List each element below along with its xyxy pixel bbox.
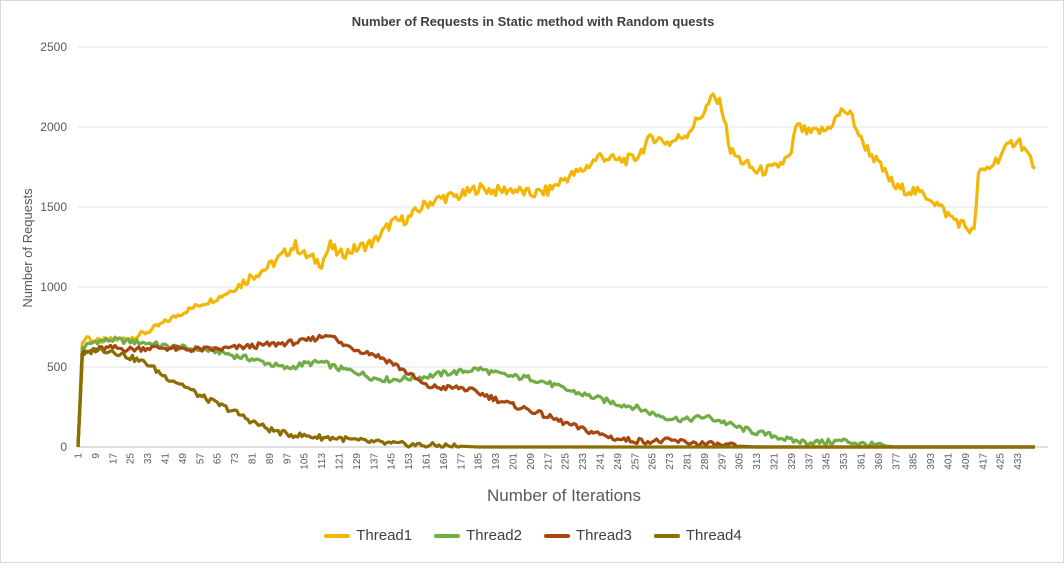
x-tick-label: 33 [143,453,154,465]
x-tick-label: 81 [247,453,258,465]
x-tick-label: 241 [595,453,606,470]
x-tick-label: 297 [717,453,728,470]
y-tick-label: 500 [47,360,67,374]
x-tick-label: 89 [265,453,276,465]
x-tick-label: 65 [213,453,224,465]
y-tick-labels: 0 500 1000 1500 2000 2500 [40,40,67,454]
x-tick-label: 201 [508,453,519,470]
series-line-thread2 [76,335,1035,449]
x-tick-label: 161 [421,453,432,470]
y-tick-label: 1000 [40,280,67,294]
legend-label: Thread4 [685,527,742,544]
x-tick-label: 385 [909,453,920,470]
y-tick-label: 0 [60,440,67,454]
legend: Thread1 Thread2 Thread3 Thread4 [1,527,1064,544]
legend-item-thread3: Thread3 [544,527,632,544]
x-tick-label: 281 [682,453,693,470]
x-tick-label: 193 [491,453,502,470]
legend-label: Thread3 [576,527,632,544]
x-tick-label: 9 [91,453,102,459]
x-tick-label: 265 [648,453,659,470]
x-axis-label: Number of Iterations [487,486,641,505]
legend-label: Thread1 [356,527,413,544]
x-tick-label: 153 [404,453,415,470]
legend-swatch [324,533,351,538]
legend-item-thread2: Thread2 [434,527,522,544]
x-tick-label: 353 [839,453,850,470]
x-tick-label: 73 [230,453,241,465]
x-tick-label: 41 [160,453,171,465]
x-tick-label: 257 [630,453,641,470]
series-line-thread4 [76,346,1035,449]
x-tick-label: 369 [874,453,885,470]
x-tick-label: 105 [300,453,311,470]
legend-label: Thread2 [466,527,522,544]
x-tick-label: 17 [108,453,119,465]
x-tick-label: 169 [439,453,450,470]
x-tick-label: 425 [996,453,1007,470]
x-tick-label: 417 [978,453,989,470]
legend-item-thread4: Thread4 [653,527,742,544]
x-tick-label: 129 [352,453,363,470]
x-tick-labels: 1 9 17 25 33 41 49 57 65 73 81 89 97 105 113 121 129 137 1… [74,453,1025,470]
x-tick-label: 1 [74,453,85,459]
x-tick-label: 97 [282,453,293,465]
x-tick-label: 345 [822,453,833,470]
series-line-thread1 [76,92,1037,448]
x-tick-label: 25 [126,453,137,465]
legend-swatch [653,533,680,538]
y-tick-label: 2500 [40,40,67,54]
x-tick-label: 145 [387,453,398,470]
x-tick-label: 225 [561,453,572,470]
x-tick-label: 409 [961,453,972,470]
x-tick-label: 321 [769,453,780,470]
y-tick-label: 2000 [40,120,67,134]
legend-swatch [544,533,570,538]
x-tick-label: 217 [543,453,554,470]
y-axis-label: Number of Requests [20,188,35,308]
y-tick-label: 1500 [40,200,67,214]
x-tick-label: 209 [526,453,537,470]
x-tick-label: 137 [369,453,380,470]
x-tick-label: 337 [804,453,815,470]
x-tick-label: 233 [578,453,589,470]
series-lines [76,92,1037,449]
x-tick-label: 49 [178,453,189,465]
legend-item-thread1: Thread1 [324,527,412,544]
x-tick-label: 313 [752,453,763,470]
x-tick-label: 185 [474,453,485,470]
x-tick-label: 113 [317,453,328,469]
x-tick-label: 377 [891,453,902,470]
x-tick-label: 121 [334,453,345,470]
x-tick-label: 289 [700,453,711,470]
x-tick-label: 329 [787,453,798,470]
x-tick-label: 249 [613,453,624,470]
x-tick-label: 401 [943,453,954,470]
x-tick-label: 273 [665,453,676,470]
x-tick-label: 305 [735,453,746,470]
x-tick-label: 177 [456,453,467,470]
chart-title: Number of Requests in Static method with… [352,14,715,29]
x-tick-label: 361 [856,453,867,470]
x-tick-label: 433 [1013,453,1024,470]
x-tick-label: 393 [926,453,937,470]
x-tick-label: 57 [195,453,206,465]
legend-swatch [434,533,461,538]
